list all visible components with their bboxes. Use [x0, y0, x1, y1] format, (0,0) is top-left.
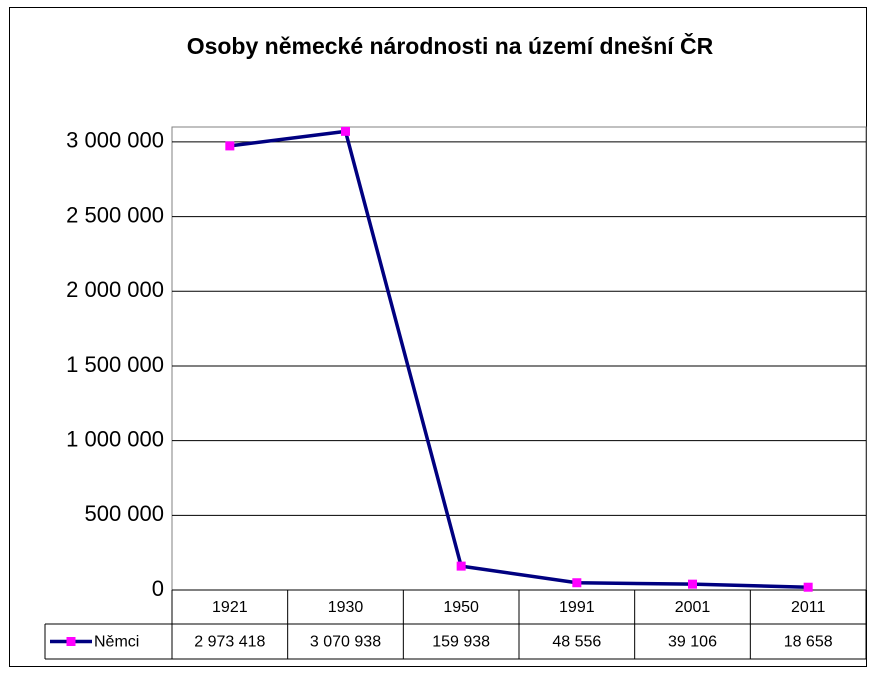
legend-marker	[66, 637, 76, 646]
y-tick-label: 2 000 000	[66, 277, 164, 302]
data-marker	[341, 126, 350, 136]
x-tick-label: 1930	[328, 599, 364, 616]
data-marker	[456, 561, 466, 571]
chart-title: Osoby německé národnosti na území dnešní…	[187, 32, 714, 59]
y-tick-label: 2 500 000	[66, 202, 164, 227]
y-tick-label: 1 500 000	[66, 352, 164, 377]
data-marker	[572, 578, 582, 588]
data-marker	[803, 582, 813, 592]
data-line	[229, 129, 809, 589]
plot-area	[171, 126, 867, 591]
table-value: 48 556	[552, 634, 601, 651]
table-value: 3 070 938	[310, 634, 381, 651]
y-tick-label: 1 000 000	[66, 426, 164, 451]
data-marker	[225, 141, 235, 151]
x-tick-label: 1991	[559, 599, 595, 616]
table-value: 18 658	[784, 634, 833, 651]
y-tick-label: 500 000	[84, 501, 164, 526]
y-tick-label: 0	[152, 576, 164, 601]
legend-label: Němci	[94, 634, 139, 651]
table-value: 39 106	[668, 634, 717, 651]
table-value: 159 938	[432, 634, 490, 651]
table-value: 2 973 418	[194, 634, 265, 651]
data-marker	[688, 579, 697, 589]
x-tick-label: 1921	[212, 599, 248, 616]
x-tick-label: 2001	[675, 599, 711, 616]
x-tick-label: 1950	[443, 599, 479, 616]
x-tick-label: 2011	[791, 599, 826, 616]
y-tick-label: 3 000 000	[66, 128, 164, 153]
